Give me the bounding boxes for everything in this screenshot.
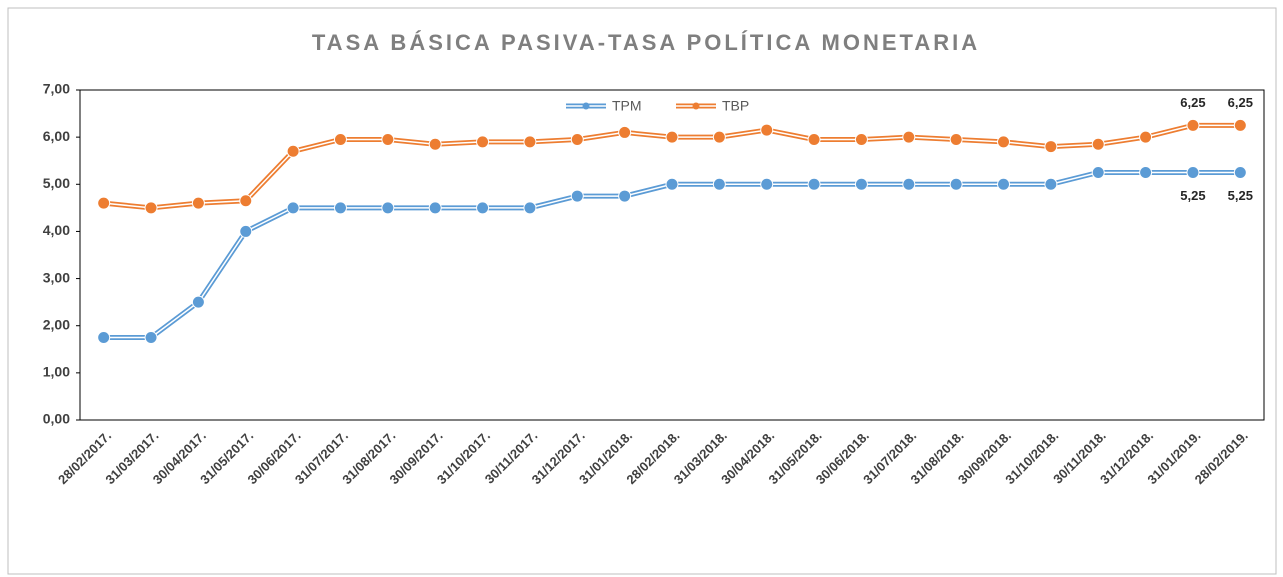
marker	[1044, 177, 1058, 191]
marker	[949, 177, 963, 191]
marker	[1233, 118, 1247, 132]
legend-marker	[582, 102, 590, 110]
marker	[428, 201, 442, 215]
marker	[1044, 140, 1058, 154]
marker	[570, 189, 584, 203]
marker	[854, 133, 868, 146]
marker	[1186, 166, 1200, 179]
y-tick-label: 7,00	[43, 81, 70, 97]
marker	[760, 123, 774, 137]
y-tick-label: 4,00	[43, 222, 70, 238]
y-tick-label: 2,00	[43, 316, 70, 332]
data-label: 6,25	[1228, 95, 1253, 110]
y-tick-label: 6,00	[43, 128, 70, 144]
marker	[286, 201, 300, 215]
marker	[239, 224, 253, 238]
marker	[902, 130, 916, 144]
marker	[665, 130, 679, 144]
data-label: 5,25	[1228, 188, 1253, 203]
marker	[97, 331, 111, 344]
marker	[239, 194, 253, 208]
marker	[428, 137, 442, 151]
marker	[1091, 166, 1105, 179]
marker	[618, 189, 632, 203]
legend-label: TBP	[722, 98, 749, 114]
marker	[712, 130, 726, 144]
marker	[144, 201, 158, 215]
chart-frame	[7, 7, 1277, 575]
y-tick-label: 5,00	[43, 175, 70, 191]
marker	[381, 201, 395, 215]
marker	[1233, 166, 1247, 179]
chart-title: TASA BÁSICA PASIVA-TASA POLÍTICA MONETAR…	[312, 30, 980, 55]
marker	[191, 295, 205, 309]
marker	[1091, 137, 1105, 151]
legend-label: TPM	[612, 98, 642, 114]
legend-marker	[692, 102, 700, 110]
marker	[902, 177, 916, 191]
y-tick-label: 0,00	[43, 411, 70, 427]
marker	[333, 201, 347, 215]
marker	[476, 135, 490, 149]
marker	[997, 135, 1011, 149]
marker	[191, 196, 205, 210]
data-label: 5,25	[1180, 188, 1205, 203]
marker	[665, 177, 679, 191]
marker	[570, 133, 584, 146]
marker	[854, 177, 868, 191]
marker	[286, 144, 300, 158]
y-tick-label: 1,00	[43, 364, 70, 380]
marker	[1139, 130, 1153, 144]
marker	[712, 177, 726, 191]
marker	[476, 201, 490, 215]
marker	[333, 133, 347, 146]
marker	[997, 177, 1011, 191]
marker	[381, 133, 395, 146]
marker	[144, 331, 158, 344]
data-label: 6,25	[1180, 95, 1205, 110]
marker	[1186, 118, 1200, 132]
plot-frame	[79, 89, 1265, 421]
marker	[523, 201, 537, 215]
marker	[618, 125, 632, 139]
marker	[807, 133, 821, 146]
marker	[949, 133, 963, 146]
marker	[760, 177, 774, 191]
marker	[97, 196, 111, 210]
marker	[1139, 166, 1153, 179]
marker	[807, 177, 821, 191]
y-tick-label: 3,00	[43, 269, 70, 285]
marker	[523, 135, 537, 149]
